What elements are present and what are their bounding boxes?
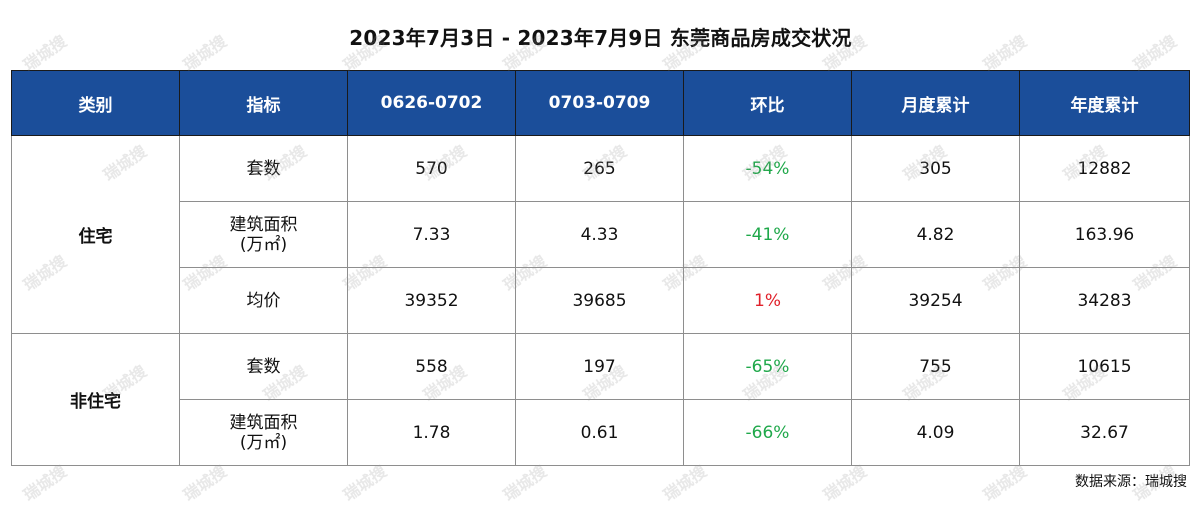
cell-change: -65% <box>683 333 852 400</box>
col-header-category: 类别 <box>11 70 180 136</box>
col-header-indicator: 指标 <box>179 70 348 136</box>
indicator-label: 建筑面积 <box>229 214 298 235</box>
cell-prev-week: 1.78 <box>347 399 516 466</box>
cell-prev-week: 558 <box>347 333 516 400</box>
cell-prev-week: 7.33 <box>347 201 516 268</box>
table-header-row: 类别 指标 0626-0702 0703-0709 环比 月度累计 年度累计 <box>11 70 1190 136</box>
cell-year-total: 12882 <box>1019 135 1190 202</box>
indicator-label: 建筑面积 <box>229 412 298 433</box>
cell-curr-week: 39685 <box>515 267 684 334</box>
cell-change: -41% <box>683 201 852 268</box>
cell-month-total: 755 <box>851 333 1020 400</box>
cell-year-total: 163.96 <box>1019 201 1190 268</box>
col-header-curr-week: 0703-0709 <box>515 70 684 136</box>
indicator-cell: 套数 <box>179 333 348 400</box>
cell-month-total: 305 <box>851 135 1020 202</box>
page-title: 2023年7月3日 - 2023年7月9日 东莞商品房成交状况 <box>349 26 852 50</box>
cell-year-total: 10615 <box>1019 333 1190 400</box>
indicator-label: 均价 <box>246 290 281 311</box>
col-header-prev-week: 0626-0702 <box>347 70 516 136</box>
cell-year-total: 32.67 <box>1019 399 1190 466</box>
table-row: 均价 39352 39685 1% 39254 34283 <box>12 267 1190 334</box>
cell-change: -54% <box>683 135 852 202</box>
col-header-month-total: 月度累计 <box>851 70 1020 136</box>
indicator-label: 套数 <box>246 158 281 179</box>
cell-change: 1% <box>683 267 852 334</box>
cell-month-total: 39254 <box>851 267 1020 334</box>
cell-month-total: 4.82 <box>851 201 1020 268</box>
indicator-cell: 建筑面积 (万㎡) <box>179 399 348 466</box>
indicator-unit: (万㎡) <box>239 234 288 255</box>
cell-month-total: 4.09 <box>851 399 1020 466</box>
cell-curr-week: 197 <box>515 333 684 400</box>
indicator-cell: 套数 <box>179 135 348 202</box>
col-header-change: 环比 <box>683 70 852 136</box>
cell-curr-week: 4.33 <box>515 201 684 268</box>
data-table: 类别 指标 0626-0702 0703-0709 环比 月度累计 年度累计 住… <box>11 70 1190 466</box>
table-row: 住宅 套数 570 265 -54% 305 12882 <box>11 135 1190 334</box>
cell-prev-week: 39352 <box>347 267 516 334</box>
indicator-cell: 均价 <box>179 267 348 334</box>
cell-year-total: 34283 <box>1019 267 1190 334</box>
indicator-unit: (万㎡) <box>239 432 288 453</box>
indicator-cell: 建筑面积 (万㎡) <box>179 201 348 268</box>
table-row: 非住宅 套数 558 197 -65% 755 10615 <box>11 333 1190 466</box>
category-cell: 住宅 <box>11 135 180 334</box>
cell-curr-week: 265 <box>515 135 684 202</box>
col-header-year-total: 年度累计 <box>1019 70 1190 136</box>
cell-prev-week: 570 <box>347 135 516 202</box>
indicator-label: 套数 <box>246 356 281 377</box>
category-cell: 非住宅 <box>11 333 180 466</box>
table-row: 建筑面积 (万㎡) 7.33 4.33 -41% 4.82 163.96 <box>12 201 1190 268</box>
table-row: 建筑面积 (万㎡) 1.78 0.61 -66% 4.09 32.67 <box>12 399 1190 466</box>
cell-curr-week: 0.61 <box>515 399 684 466</box>
cell-change: -66% <box>683 399 852 466</box>
data-source: 数据来源：瑞城搜 <box>1075 474 1187 490</box>
